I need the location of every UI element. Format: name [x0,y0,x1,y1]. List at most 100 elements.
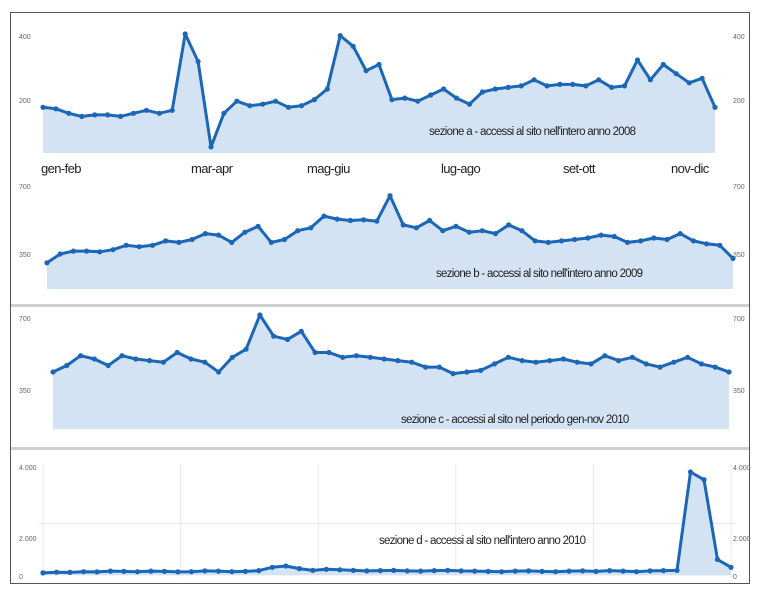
y-tick-label-right: 350 [733,252,745,259]
data-point [561,356,566,361]
data-point [717,243,722,248]
data-point [506,355,511,360]
data-point [229,569,234,574]
y-tick-label-right: 4.000 [733,465,751,472]
data-point [451,371,456,376]
data-point [685,355,690,360]
data-point [678,231,683,236]
data-point [432,568,437,573]
data-point [622,83,627,88]
data-point [131,111,136,116]
data-point [583,83,588,88]
data-point [273,99,278,104]
data-point [92,356,97,361]
data-point [699,361,704,366]
data-point [594,569,599,574]
data-point [337,567,342,572]
data-point [81,569,86,574]
data-point [40,105,45,110]
data-point [286,105,291,110]
data-point [493,231,498,236]
data-point [97,249,102,254]
data-point [229,240,234,245]
month-label: mar-apr [191,161,232,176]
data-point [144,108,149,113]
data-point [202,568,207,573]
data-point [585,235,590,240]
data-point [94,569,99,574]
chart-annotation: sezione c - accessi al sito nel periodo … [401,414,629,426]
month-labels: gen-feb mar-apr mag-giu lug-ago set-ott … [11,161,749,179]
data-point [557,82,562,87]
data-point [657,365,662,370]
data-point [124,243,129,248]
data-point [40,570,45,575]
data-point [687,80,692,85]
data-point [630,355,635,360]
data-point [64,363,69,368]
data-point [79,114,84,119]
data-point [270,565,275,570]
data-point [161,360,166,365]
data-point [599,233,604,238]
chart-svg: 700350700350sezione b - accessi al sito … [11,179,748,304]
data-point [148,569,153,574]
month-label: mag-giu [307,161,350,176]
data-point [478,368,483,373]
data-point [216,233,221,238]
data-point [271,334,276,339]
data-point [519,228,524,233]
data-point [313,350,318,355]
data-point [415,99,420,104]
data-point [472,569,477,574]
data-point [454,96,459,101]
data-point [580,568,585,573]
data-point [567,569,572,574]
data-point [351,568,356,573]
chart-svg: 4.000 2.000 0 4.000 2.000 0 sezione d - access… [11,450,748,583]
data-point [445,568,450,573]
data-point [635,57,640,62]
data-point [661,62,666,67]
data-point [53,106,58,111]
data-point [547,358,552,363]
data-point [467,102,472,107]
data-point [119,353,124,358]
data-point [150,243,155,248]
y-tick-label-left: 700 [19,184,31,191]
data-point [519,83,524,88]
data-point [190,237,195,242]
data-point [634,569,639,574]
data-point [418,569,423,574]
data-point [486,569,491,574]
data-point [84,249,89,254]
y-tick-label-right: 700 [733,316,745,323]
y-tick-label-right: 400 [733,34,745,41]
data-point [453,224,458,229]
data-point [67,570,72,575]
data-point [348,218,353,223]
data-point [520,358,525,363]
data-point [533,238,538,243]
data-point [378,568,383,573]
data-point [544,83,549,88]
data-point [391,568,396,573]
data-point [506,222,511,227]
data-point [221,111,226,116]
data-point [492,361,497,366]
data-point [648,568,653,573]
data-point [257,312,262,317]
data-point [664,237,669,242]
y-tick-label-left: 700 [19,316,31,323]
data-point [688,469,693,474]
chart-svg: 700350700350sezione c - accessi al sito … [11,307,748,447]
data-point [691,238,696,243]
data-point [459,568,464,573]
data-point [382,356,387,361]
data-point [728,565,733,570]
data-point [299,103,304,108]
data-point [559,238,564,243]
data-point [602,353,607,358]
data-point [230,355,235,360]
data-point [216,369,221,374]
